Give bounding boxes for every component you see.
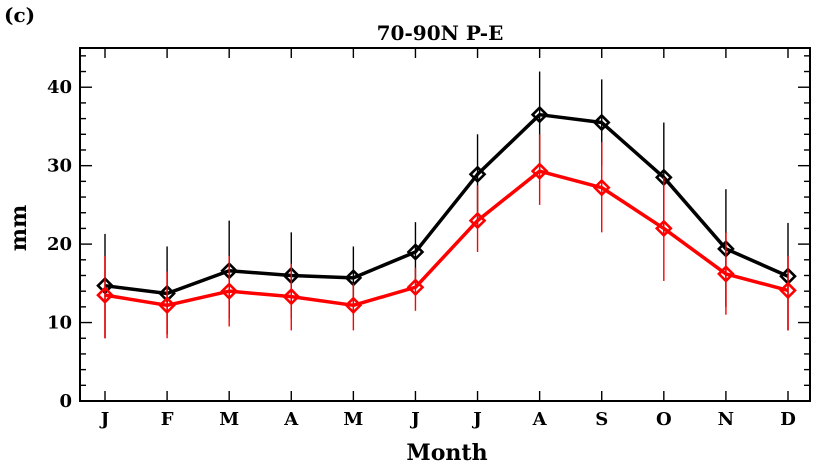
y-tick-label: 20 — [47, 234, 72, 255]
x-tick-label: O — [656, 409, 672, 430]
series-2-point — [654, 219, 673, 238]
y-tick-label: 10 — [47, 313, 72, 334]
chart-title: 70-90N P-E — [377, 21, 504, 45]
series-2-point — [220, 282, 239, 301]
y-tick-label: 40 — [47, 77, 72, 98]
y-tick-label: 30 — [47, 156, 72, 177]
series-2-point — [344, 296, 363, 315]
series-1-line — [104, 112, 789, 296]
series-1-point — [468, 165, 487, 184]
series-1-point — [530, 105, 549, 124]
x-tick-label: M — [219, 409, 239, 430]
series-2-point — [282, 287, 301, 306]
plot-frame — [79, 47, 811, 402]
x-axis-label: Month — [406, 440, 487, 464]
series-2-point — [530, 162, 549, 180]
x-tick-label: A — [532, 409, 548, 430]
x-tick-label: A — [283, 409, 299, 430]
series-1-point — [406, 243, 425, 261]
series-2-point — [717, 265, 735, 283]
series-2-point — [96, 286, 114, 304]
x-tick-label: D — [780, 409, 796, 430]
series-2-point — [592, 178, 611, 197]
y-axis-label: mm — [6, 205, 32, 252]
series-2-point — [468, 211, 487, 230]
x-tick-label: J — [409, 409, 420, 430]
y-tick-label: 0 — [59, 391, 72, 412]
x-tick-label: N — [718, 409, 734, 430]
panel-label: (c) — [4, 3, 35, 27]
x-tick-label: J — [471, 409, 482, 430]
series-2-point — [406, 278, 425, 297]
x-tick-label: J — [99, 409, 110, 430]
x-tick-label: M — [343, 409, 363, 430]
series-2-point — [779, 281, 797, 300]
plot-area: 0 10 20 30 40 J F M A M J J A S O N D — [47, 47, 811, 430]
series-2-line — [104, 169, 789, 308]
x-tick-label: S — [595, 409, 608, 430]
series-2-point — [158, 296, 176, 315]
x-tick-label: F — [161, 409, 174, 430]
series-1-point — [592, 113, 611, 132]
